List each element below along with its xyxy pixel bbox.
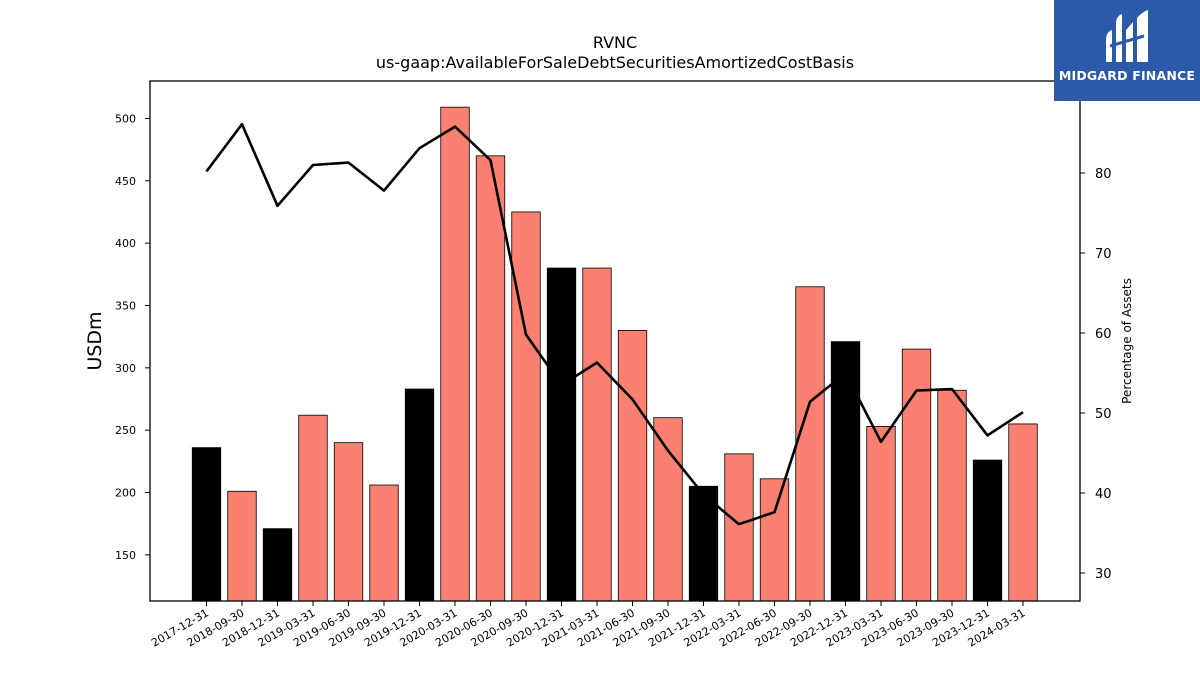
y2-axis-ticks: 30 40 50 60 70 80 [1080,167,1112,582]
bar-2022-09-30 [795,286,825,602]
bar-2020-06-30 [475,155,506,602]
chart-subtitle: us-gaap:AvailableForSaleDebtSecuritiesAm… [376,53,854,72]
y2-tick-label: 30 [1095,567,1112,582]
bar-2019-09-30 [369,484,399,602]
bar-2020-12-31 [546,267,577,602]
y2-tick-label: 60 [1095,327,1112,342]
y2-tick-label: 50 [1095,407,1112,422]
y2-tick-label: 70 [1095,247,1112,262]
bar-2022-06-30 [759,478,790,602]
y-tick-label: 450 [115,175,136,188]
y-tick-label: 400 [115,237,136,250]
bar-2023-09-30 [937,389,967,602]
bar-2022-12-31 [830,341,861,602]
logo-text: MIDGARD FINANCE [1058,68,1196,83]
bar-2023-06-30 [901,348,932,602]
y-axis-label: USDm [84,311,106,370]
plot-frame [149,80,1081,602]
logo-mark-icon [1106,10,1148,62]
percentage-line [205,122,1024,526]
y-tick-label: 350 [115,299,136,312]
y-tick-label: 500 [115,112,136,125]
line-group [205,122,1024,526]
bar-2019-12-31 [404,388,435,602]
bar-2018-09-30 [227,490,257,602]
y-tick-label: 200 [115,487,136,500]
bar-2020-03-31 [440,106,470,602]
bar-2024-03-31 [1008,423,1038,602]
bar-2021-06-30 [617,329,648,602]
bar-2023-03-31 [866,426,896,602]
x-axis-ticks: 2017-12-312018-09-302018-12-312019-03-31… [149,601,1028,650]
bar-2022-03-31 [724,453,754,602]
bar-2019-03-31 [298,414,328,602]
y-axis-ticks: 150 200 250 300 350 400 450 500 [115,112,150,562]
bar-2021-03-31 [582,267,612,602]
y-tick-label: 250 [115,424,136,437]
y-tick-label: 150 [115,549,136,562]
y2-axis-label: Percentage of Assets [1120,278,1134,404]
bar-2018-12-31 [262,528,293,602]
y-tick-label: 300 [115,362,136,375]
y2-tick-label: 40 [1095,487,1112,502]
bar-group [191,106,1038,602]
y2-tick-label: 80 [1095,167,1112,182]
chart-title: RVNC [593,33,637,52]
bar-2021-09-30 [653,417,683,602]
bar-2020-09-30 [511,211,541,602]
bar-2017-12-31 [191,447,222,602]
bar-2023-12-31 [972,459,1003,602]
logo: MIDGARD FINANCE [1054,0,1200,101]
bar-2021-12-31 [688,485,719,602]
bar-2019-06-30 [333,442,364,602]
